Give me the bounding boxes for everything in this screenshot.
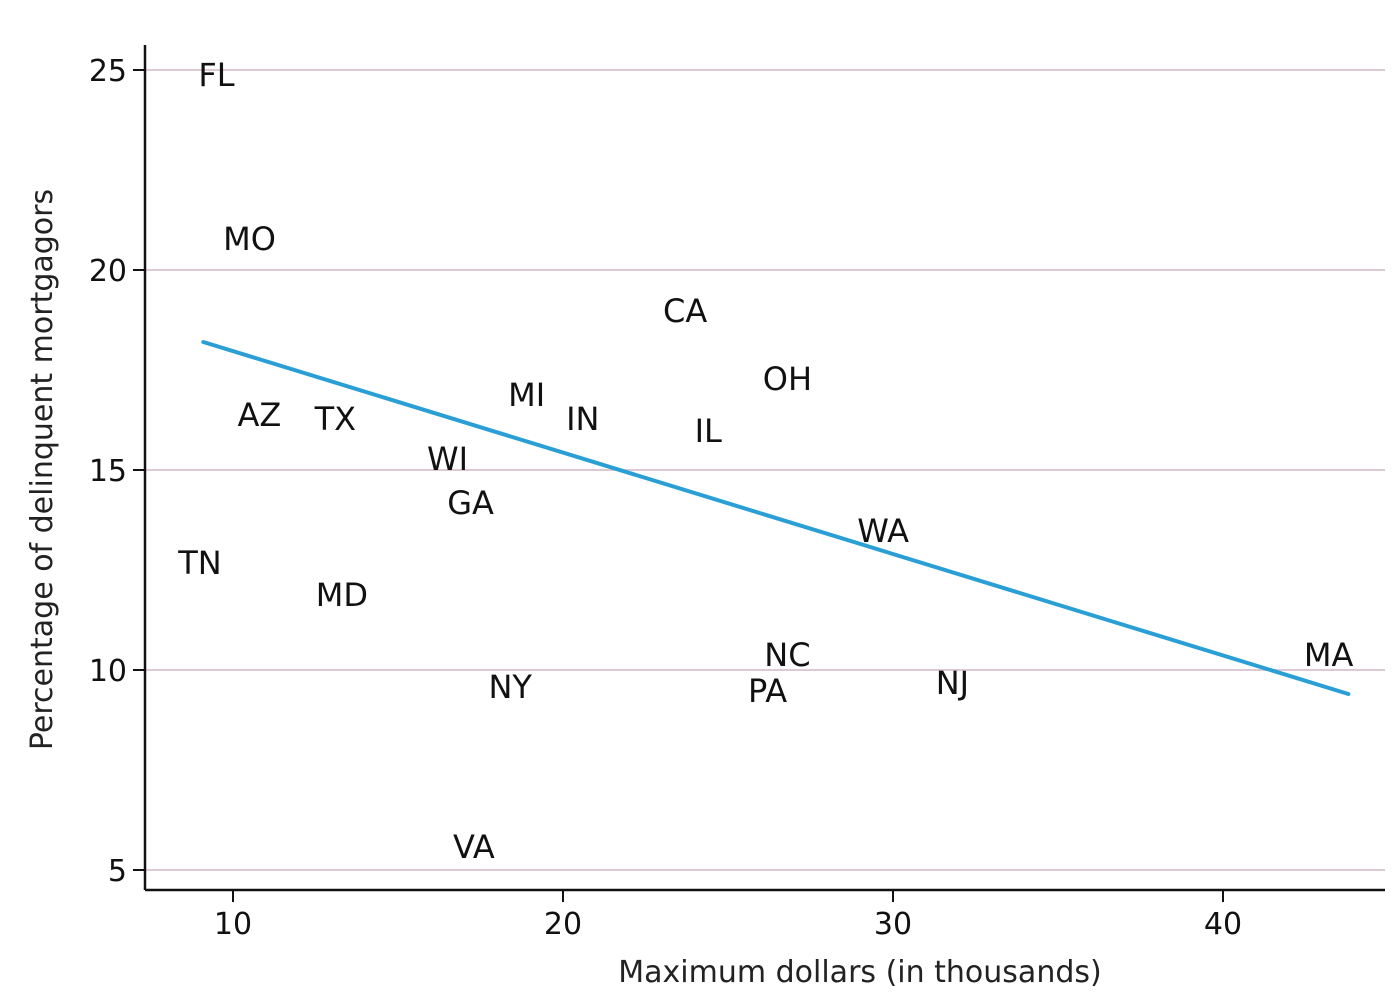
point-in: IN: [566, 400, 599, 438]
point-ny: NY: [488, 668, 532, 706]
point-oh: OH: [763, 360, 812, 398]
y-tick-label-5: 5: [108, 854, 127, 889]
x-tick-label-20: 20: [544, 907, 582, 942]
point-pa: PA: [748, 672, 787, 710]
y-tick-label-10: 10: [89, 654, 127, 689]
point-tx: TX: [314, 400, 356, 438]
point-ca: CA: [663, 292, 707, 330]
point-wa: WA: [857, 512, 909, 550]
y-axis-ticks: 5 10 15 20 25: [89, 54, 145, 889]
axes: [143, 45, 1385, 892]
data-points: FL MO CA OH MI AZ TX IN IL WI GA WA TN MD NC MA NJ NY PA VA: [177, 56, 1353, 866]
point-ma: MA: [1304, 636, 1354, 674]
point-tn: TN: [177, 544, 221, 582]
gridlines: [145, 69, 1385, 871]
trend-line: [201, 340, 1351, 696]
y-tick-label-25: 25: [89, 54, 127, 89]
x-tick-label-10: 10: [214, 907, 252, 942]
x-axis-title: Maximum dollars (in thousands): [618, 955, 1101, 990]
point-md: MD: [316, 576, 368, 614]
y-tick-label-15: 15: [89, 454, 127, 489]
point-wi: WI: [427, 440, 468, 478]
point-mo: MO: [223, 220, 276, 258]
y-axis-title: Percentage of delinquent mortgagors: [25, 189, 60, 750]
point-il: IL: [695, 412, 722, 450]
point-az: AZ: [237, 396, 281, 434]
trend-line-group: [201, 340, 1351, 696]
x-tick-label-40: 40: [1204, 907, 1242, 942]
x-axis-ticks: 10 20 30 40: [214, 890, 1242, 942]
point-va: VA: [453, 828, 495, 866]
point-fl: FL: [198, 56, 234, 94]
y-tick-label-20: 20: [89, 254, 127, 289]
point-ga: GA: [447, 484, 494, 522]
point-nc: NC: [764, 636, 810, 674]
x-tick-label-30: 30: [874, 907, 912, 942]
point-mi: MI: [508, 376, 545, 414]
point-nj: NJ: [936, 664, 969, 702]
